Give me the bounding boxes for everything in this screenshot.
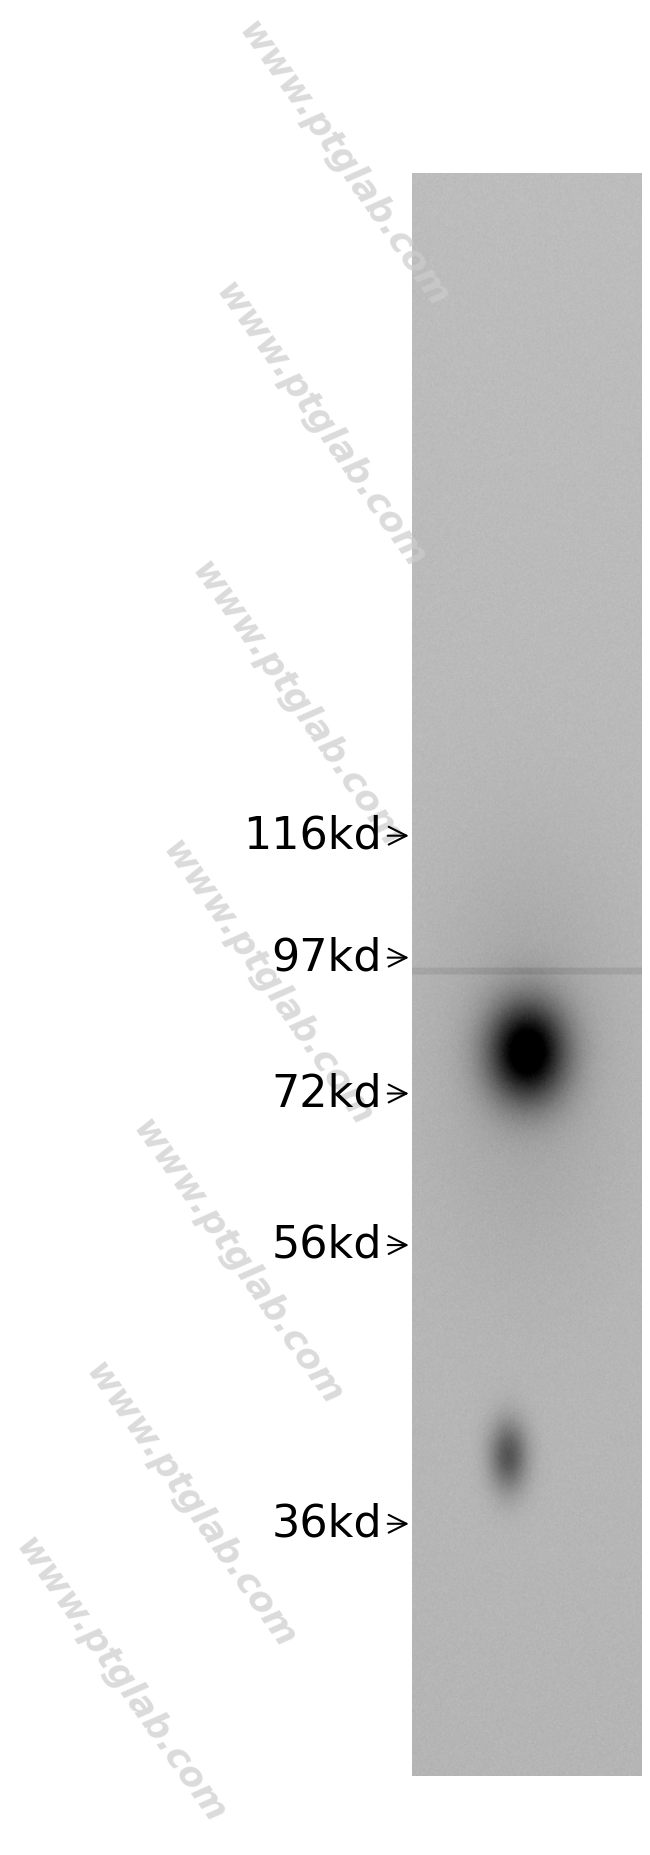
Text: 36kd: 36kd — [272, 1503, 406, 1545]
Text: www.ptglab.com: www.ptglab.com — [209, 276, 432, 575]
Text: www.ptglab.com: www.ptglab.com — [79, 1358, 302, 1657]
Text: 97kd: 97kd — [272, 937, 406, 979]
Text: www.ptglab.com: www.ptglab.com — [185, 556, 408, 855]
Text: www.ptglab.com: www.ptglab.com — [232, 15, 456, 313]
Text: 72kd: 72kd — [272, 1072, 406, 1115]
Text: www.ptglab.com: www.ptglab.com — [126, 1113, 350, 1412]
Text: www.ptglab.com: www.ptglab.com — [155, 835, 379, 1133]
Text: www.ptglab.com: www.ptglab.com — [8, 1530, 232, 1829]
Text: 116kd: 116kd — [243, 814, 406, 857]
Text: 56kd: 56kd — [272, 1224, 406, 1267]
